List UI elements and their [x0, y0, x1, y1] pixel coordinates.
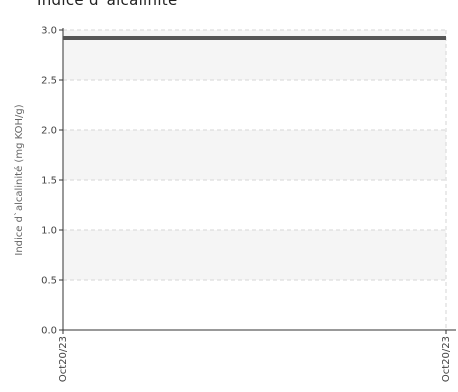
y-tick-label: 0.0	[41, 326, 57, 337]
y-tick-label: 2.0	[41, 126, 57, 137]
y-tick-label: 3.0	[41, 26, 57, 37]
y-tick-label: 0.5	[41, 276, 57, 287]
y-tick-label: 1.5	[41, 176, 57, 187]
axes	[59, 28, 456, 334]
y-tick-label: 1.0	[41, 226, 57, 237]
plot-band	[63, 230, 446, 280]
y-axis-label: Indice d`alcalinité (mg KOH/g)	[13, 104, 25, 255]
x-tick-labels: Oct20/23 Oct20/23	[58, 336, 452, 382]
chart-title: Indice d`alcalinité	[37, 0, 178, 9]
y-tick-label: 2.5	[41, 76, 57, 87]
x-tick-label: Oct20/23	[58, 336, 69, 382]
plot-band	[63, 130, 446, 180]
y-tick-labels: 0.0 0.5 1.0 1.5 2.0 2.5 3.0	[41, 26, 57, 337]
plot-bands	[63, 30, 446, 280]
x-tick-label: Oct20/23	[441, 336, 452, 382]
